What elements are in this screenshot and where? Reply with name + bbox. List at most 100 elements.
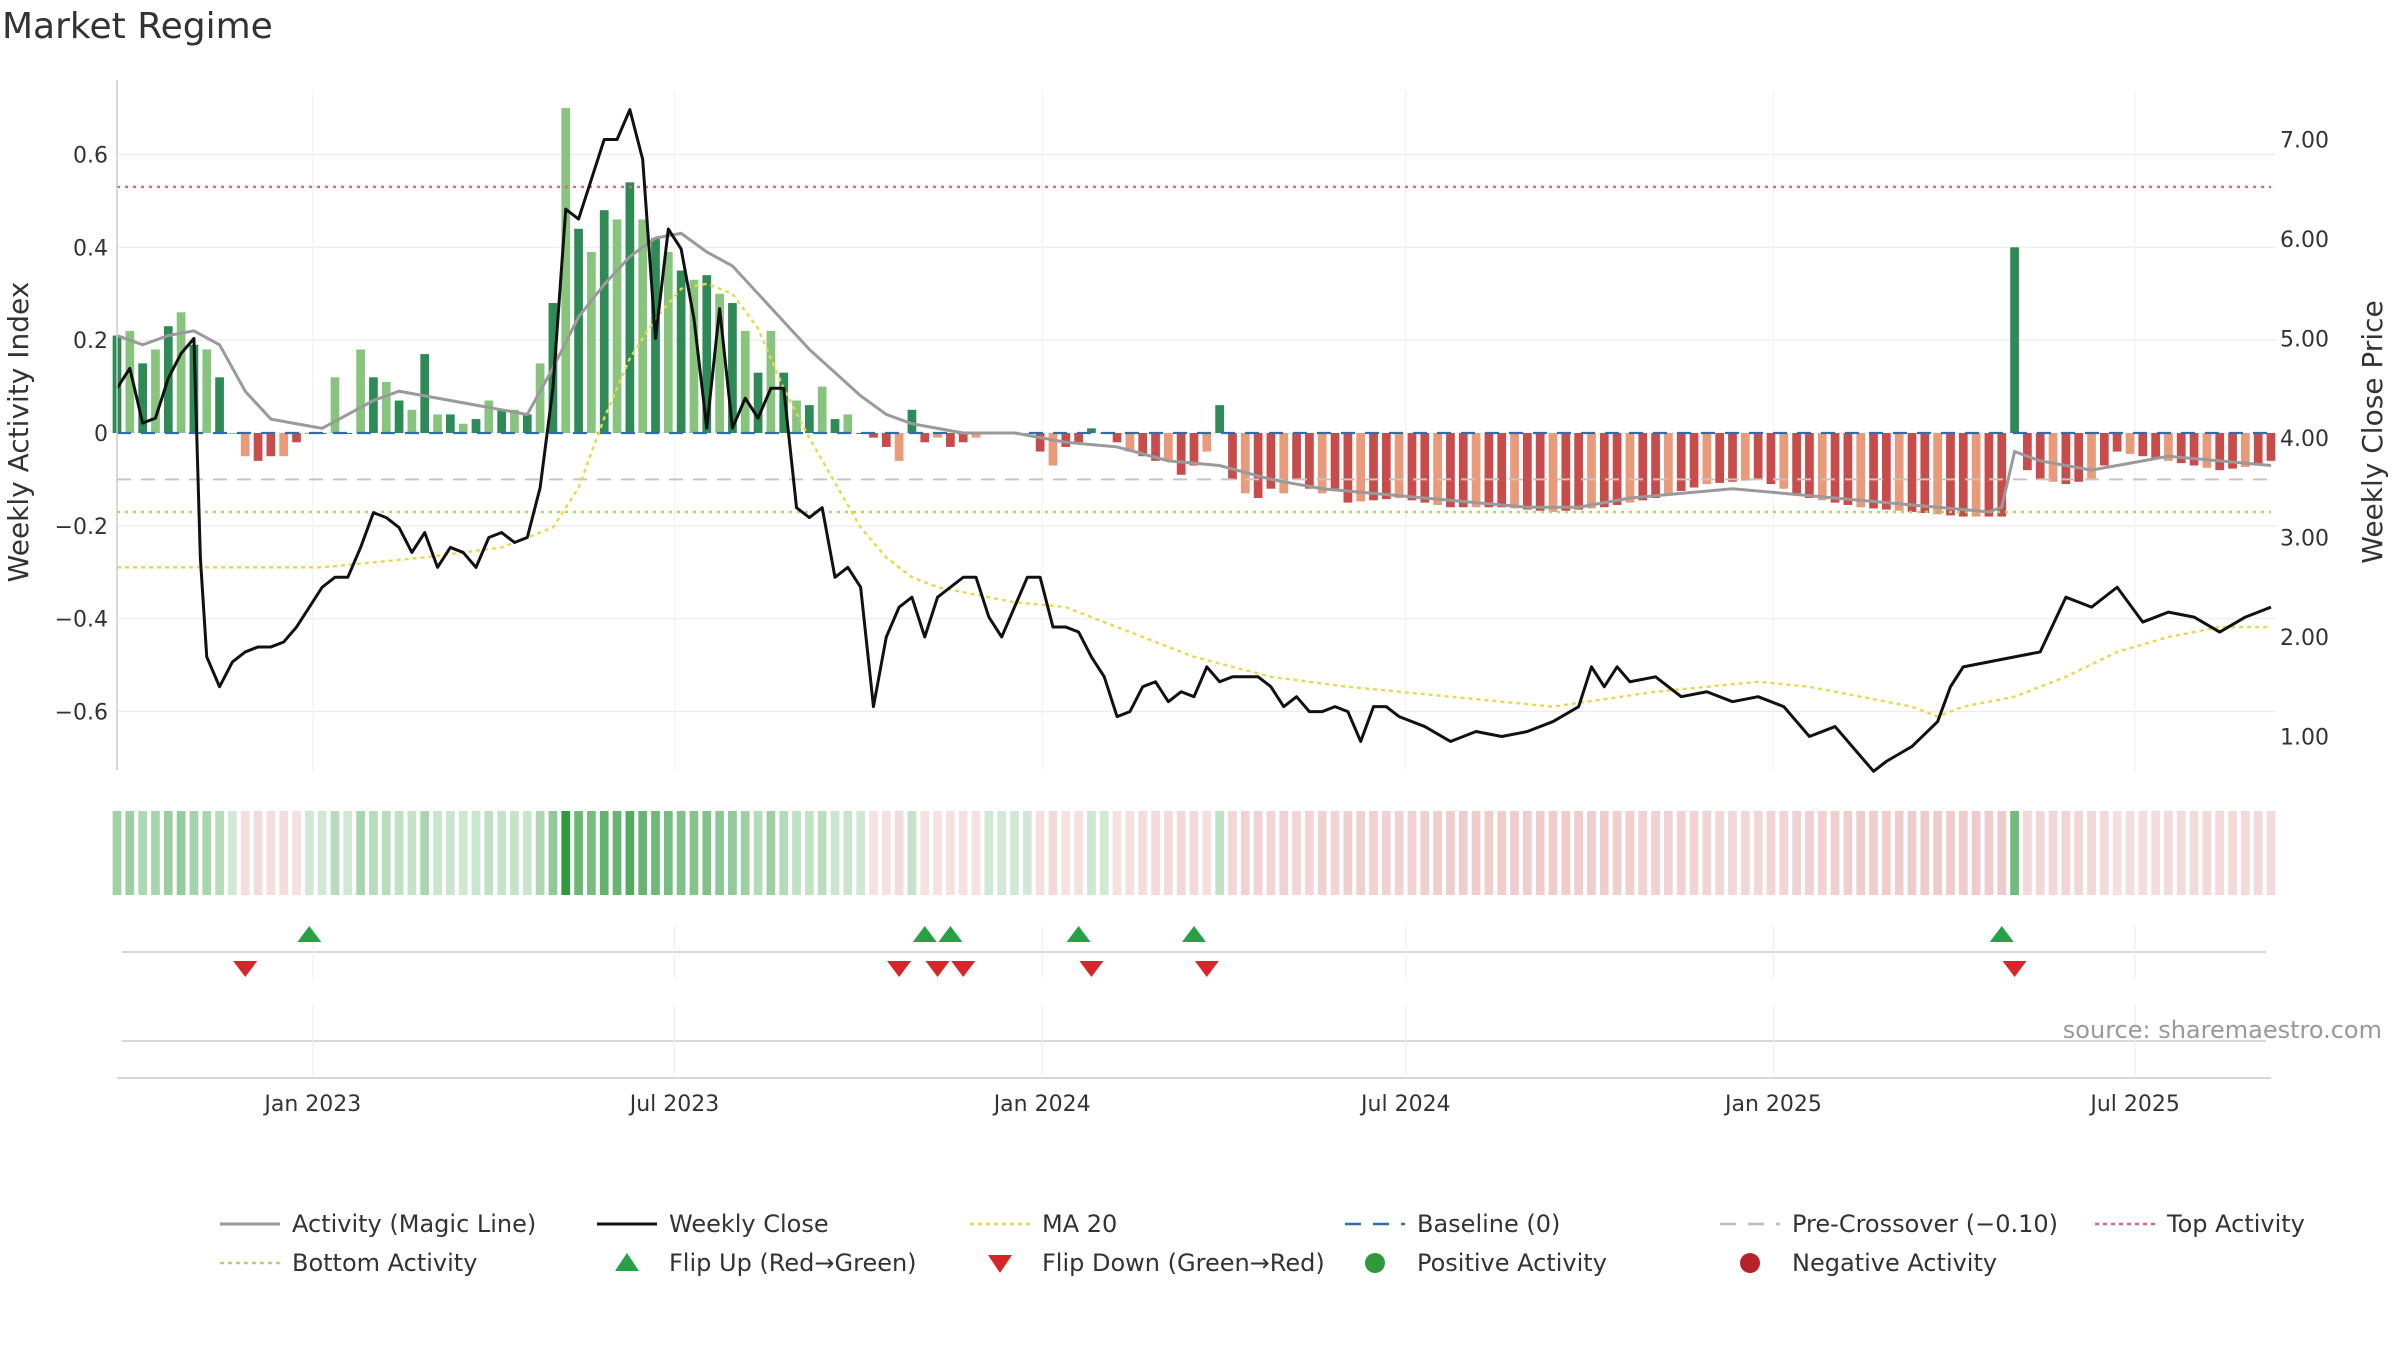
y-tick-left: −0.2: [55, 515, 108, 540]
activity-bar: [1407, 433, 1417, 501]
activity-bar: [817, 386, 827, 433]
regime-cell: [1612, 811, 1622, 895]
activity-bars: [112, 108, 2276, 517]
activity-bar: [2074, 433, 2084, 482]
regime-cell: [1048, 811, 1058, 895]
regime-cell: [1087, 811, 1096, 895]
activity-bar: [881, 433, 891, 447]
regime-cell: [2048, 811, 2058, 895]
activity-bar: [869, 433, 878, 438]
regime-cell: [1702, 811, 1712, 895]
regime-cell: [304, 811, 314, 895]
regime-cell: [1740, 811, 1750, 895]
activity-bar: [1946, 433, 1955, 516]
regime-cell: [1202, 811, 1212, 895]
regime-cell: [1381, 811, 1391, 895]
activity-bar: [535, 363, 545, 433]
legend-swatch: [988, 1255, 1012, 1273]
activity-bar: [292, 433, 301, 443]
activity-bar: [2176, 433, 2186, 464]
activity-bar: [740, 330, 750, 433]
regime-cell: [151, 811, 160, 895]
regime-cell: [1433, 811, 1442, 895]
activity-bar: [1882, 433, 1891, 510]
activity-bar: [240, 433, 250, 457]
y-tick-left: 0.6: [73, 143, 108, 168]
regime-cell: [1446, 811, 1455, 895]
activity-bar: [638, 219, 648, 433]
regime-cell: [535, 811, 545, 895]
y-tick-right: 6.00: [2280, 228, 2329, 253]
activity-bar: [1087, 428, 1096, 433]
activity-bar: [1612, 433, 1622, 505]
regime-cell: [1766, 811, 1776, 895]
activity-bar: [1035, 433, 1045, 452]
activity-bar: [1369, 433, 1378, 501]
activity-bar: [1343, 433, 1353, 503]
regime-cell: [1022, 811, 1032, 895]
regime-cell: [1356, 811, 1366, 895]
regime-cell: [1061, 811, 1071, 895]
flip-up-marker: [1989, 926, 2014, 942]
regime-cell: [1753, 811, 1763, 895]
regime-cell: [2215, 811, 2225, 895]
activity-bar: [702, 275, 712, 433]
legend-item: Pre-Crossover (−0.10): [1720, 1210, 2058, 1238]
regime-cell: [343, 811, 353, 895]
regime-cell: [651, 811, 660, 895]
regime-cell: [433, 811, 442, 895]
x-tick-label: Jan 2025: [1723, 1092, 1822, 1117]
legend-label: Baseline (0): [1417, 1210, 1560, 1238]
activity-bar: [1651, 433, 1660, 498]
activity-bar: [1048, 433, 1058, 466]
regime-cell: [1535, 811, 1545, 895]
regime-cell: [984, 811, 994, 895]
activity-bar: [971, 433, 981, 438]
activity-bar: [933, 433, 942, 438]
activity-bar: [920, 433, 930, 443]
regime-cell: [869, 811, 878, 895]
regime-cell: [1458, 811, 1468, 895]
activity-bar: [253, 433, 263, 461]
regime-cell: [1394, 811, 1404, 895]
regime-cell: [1817, 811, 1827, 895]
regime-cell: [112, 811, 122, 895]
legend-item: Activity (Magic Line): [220, 1210, 536, 1238]
activity-bar: [1779, 433, 1789, 489]
activity-bar: [2035, 433, 2045, 480]
activity-bar: [830, 419, 840, 433]
activity-bar: [2061, 433, 2071, 485]
activity-bar: [1676, 433, 1686, 492]
regime-cell: [2125, 811, 2135, 895]
legend-swatch: [1740, 1253, 1760, 1273]
regime-cell: [228, 811, 237, 895]
regime-cell: [676, 811, 686, 895]
regime-cell: [2138, 811, 2148, 895]
activity-bar: [1176, 433, 1186, 475]
activity-bar: [1958, 433, 1968, 517]
activity-bar: [1817, 433, 1827, 501]
activity-bar: [1446, 433, 1455, 508]
regime-cell: [407, 811, 417, 895]
regime-cell: [561, 811, 571, 895]
activity-bar: [946, 433, 955, 447]
regime-cell: [1587, 811, 1596, 895]
activity-bar: [1907, 433, 1917, 512]
x-tick-label: Jan 2023: [262, 1092, 361, 1117]
activity-bar: [2023, 433, 2032, 471]
activity-bar: [574, 228, 583, 433]
regime-cell: [997, 811, 1007, 895]
regime-cell: [1997, 811, 2007, 895]
activity-bar: [2112, 433, 2122, 452]
activity-bar: [2266, 433, 2276, 461]
legend-item: Negative Activity: [1740, 1249, 1997, 1277]
y-tick-left: −0.4: [55, 608, 108, 633]
flip-down-marker: [1079, 961, 1104, 977]
regime-cell: [176, 811, 186, 895]
regime-cell: [369, 811, 378, 895]
flip-up-marker: [1182, 926, 1206, 942]
activity-bar: [612, 219, 622, 433]
regime-cell: [484, 811, 494, 895]
regime-cell: [1369, 811, 1378, 895]
activity-bar: [1138, 433, 1148, 457]
